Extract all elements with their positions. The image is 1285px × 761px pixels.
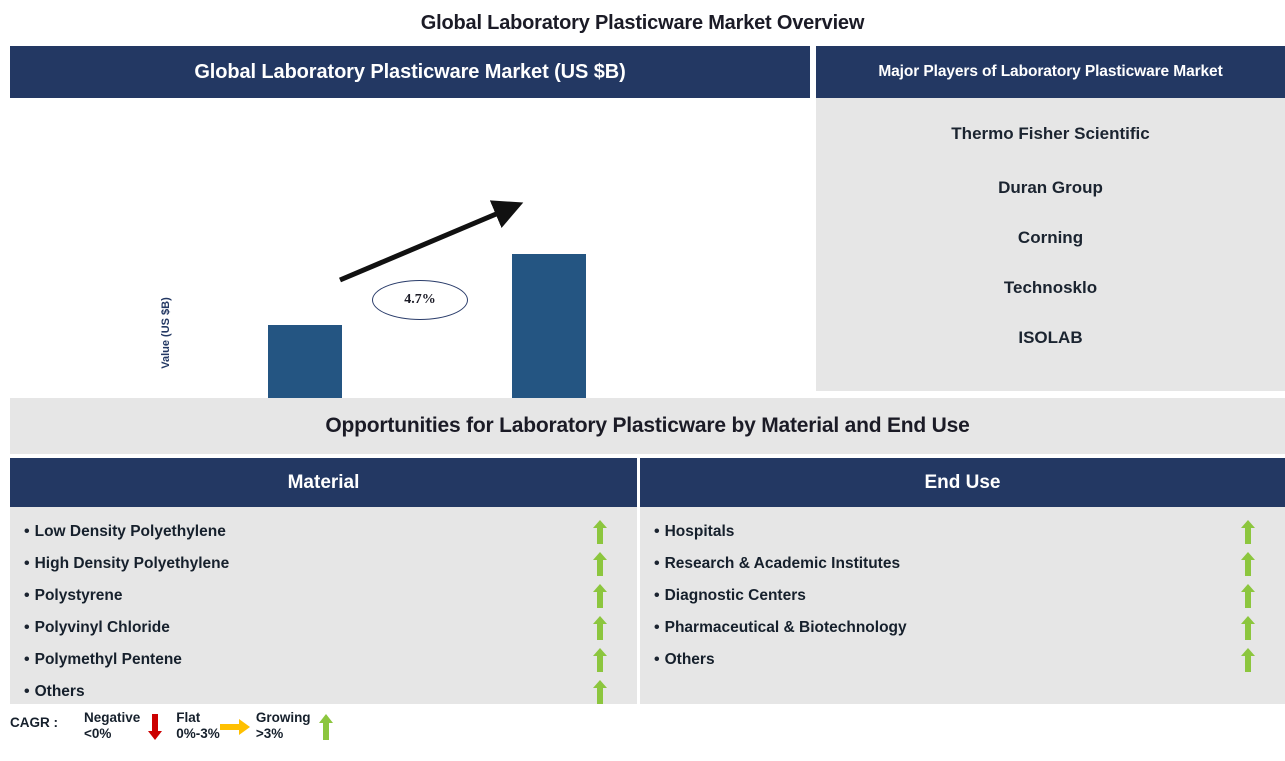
bullet-icon: •	[654, 651, 660, 668]
material-label: Polyvinyl Chloride	[34, 619, 170, 636]
table-row: • Polymethyl Pentene	[10, 644, 637, 676]
list-item: Thermo Fisher Scientific	[951, 124, 1150, 143]
end-use-table-body: • Hospitals • Research & Academic Instit…	[640, 507, 1285, 704]
arrow-up-green-icon	[591, 616, 609, 640]
table-row: • Hospitals	[640, 516, 1285, 548]
legend-item-growing: Growing >3%	[256, 710, 341, 744]
major-players-list: Thermo Fisher Scientific Duran Group Cor…	[816, 98, 1285, 391]
major-players-panel: Major Players of Laboratory Plasticware …	[816, 46, 1285, 391]
page-title: Global Laboratory Plasticware Market Ove…	[420, 12, 865, 34]
table-row: • Research & Academic Institutes	[640, 548, 1285, 580]
material-table-body: • Low Density Polyethylene • High Densit…	[10, 507, 637, 704]
legend-flat-range: 0%-3%	[176, 726, 220, 741]
material-label: High Density Polyethylene	[34, 555, 230, 572]
list-item: Technosklo	[1003, 278, 1098, 297]
y-axis-label-text: Value (US $B)	[160, 297, 172, 369]
legend-growing-label: Growing	[255, 710, 311, 725]
bullet-icon: •	[24, 683, 30, 700]
arrow-down-red-icon	[140, 710, 170, 744]
end-use-table-header-label: End Use	[924, 471, 1001, 493]
arrow-up-green-icon	[591, 680, 609, 704]
market-chart-panel-header-label: Global Laboratory Plasticware Market (US…	[194, 60, 626, 83]
table-row: • Others	[10, 676, 637, 708]
market-chart-panel-header: Global Laboratory Plasticware Market (US…	[10, 46, 810, 98]
market-chart-panel: Global Laboratory Plasticware Market (US…	[10, 46, 810, 485]
table-row: • Others	[640, 644, 1285, 676]
arrow-up-green-icon	[1239, 584, 1257, 608]
material-label: Polystyrene	[34, 587, 123, 604]
arrow-up-green-icon	[1239, 552, 1257, 576]
table-row: • Polystyrene	[10, 580, 637, 612]
legend-flat-label: Flat	[176, 710, 201, 725]
y-axis-label: Value (US $B)	[158, 278, 174, 388]
growth-trend-arrow-icon	[339, 200, 524, 283]
table-row: • Pharmaceutical & Biotechnology	[640, 612, 1285, 644]
material-label: Others	[34, 683, 85, 700]
table-row: • Polyvinyl Chloride	[10, 612, 637, 644]
arrow-up-green-icon	[591, 584, 609, 608]
end-use-label: Diagnostic Centers	[664, 587, 806, 604]
market-bar-chart: Value (US $B) 4.7% 2025	[10, 98, 810, 485]
cagr-legend-title: CAGR :	[10, 715, 58, 730]
material-label: Polymethyl Pentene	[34, 651, 182, 668]
cagr-badge: 4.7%	[372, 280, 468, 320]
table-row: • Low Density Polyethylene	[10, 516, 637, 548]
major-players-panel-header: Major Players of Laboratory Plasticware …	[816, 46, 1285, 98]
list-item: Corning	[1017, 228, 1084, 247]
arrow-up-green-icon	[591, 552, 609, 576]
bullet-icon: •	[24, 619, 30, 636]
end-use-table-header: End Use	[640, 458, 1285, 507]
bullet-icon: •	[24, 555, 30, 572]
bullet-icon: •	[654, 555, 660, 572]
bullet-icon: •	[24, 523, 30, 540]
end-use-label: Pharmaceutical & Biotechnology	[664, 619, 907, 636]
legend-negative-range: <0%	[84, 726, 112, 741]
end-use-label: Others	[664, 651, 715, 668]
arrow-up-green-icon	[1239, 616, 1257, 640]
table-row: • Diagnostic Centers	[640, 580, 1285, 612]
arrow-up-green-icon	[311, 710, 341, 744]
bullet-icon: •	[654, 587, 660, 604]
major-players-panel-header-label: Major Players of Laboratory Plasticware …	[878, 63, 1223, 80]
table-row: • High Density Polyethylene	[10, 548, 637, 580]
material-label: Low Density Polyethylene	[34, 523, 226, 540]
arrow-up-green-icon	[1239, 648, 1257, 672]
arrow-up-green-icon	[591, 648, 609, 672]
legend-item-negative: Negative <0%	[84, 710, 170, 744]
bullet-icon: •	[654, 619, 660, 636]
material-table-header-label: Material	[287, 471, 360, 493]
cagr-legend: CAGR : Negative <0% Flat 0%-3% Growing >…	[10, 710, 510, 758]
opportunities-band-title: Opportunities for Laboratory Plasticware…	[325, 414, 970, 437]
list-item: Duran Group	[998, 178, 1103, 197]
bullet-icon: •	[654, 523, 660, 540]
bullet-icon: •	[24, 651, 30, 668]
arrow-up-green-icon	[591, 520, 609, 544]
end-use-label: Research & Academic Institutes	[664, 555, 901, 572]
list-item: ISOLAB	[1018, 328, 1083, 347]
end-use-table: End Use • Hospitals • Research & Academi…	[640, 458, 1285, 704]
legend-negative-label: Negative	[84, 710, 141, 725]
legend-item-flat: Flat 0%-3%	[176, 710, 250, 744]
material-table: Material • Low Density Polyethylene • Hi…	[10, 458, 637, 704]
bullet-icon: •	[24, 587, 30, 604]
material-table-header: Material	[10, 458, 637, 507]
arrow-up-green-icon	[1239, 520, 1257, 544]
legend-growing-range: >3%	[255, 726, 284, 741]
cagr-badge-value: 4.7%	[404, 292, 436, 307]
end-use-label: Hospitals	[664, 523, 735, 540]
opportunities-band: Opportunities for Laboratory Plasticware…	[10, 398, 1285, 454]
arrow-right-orange-icon	[219, 710, 250, 744]
